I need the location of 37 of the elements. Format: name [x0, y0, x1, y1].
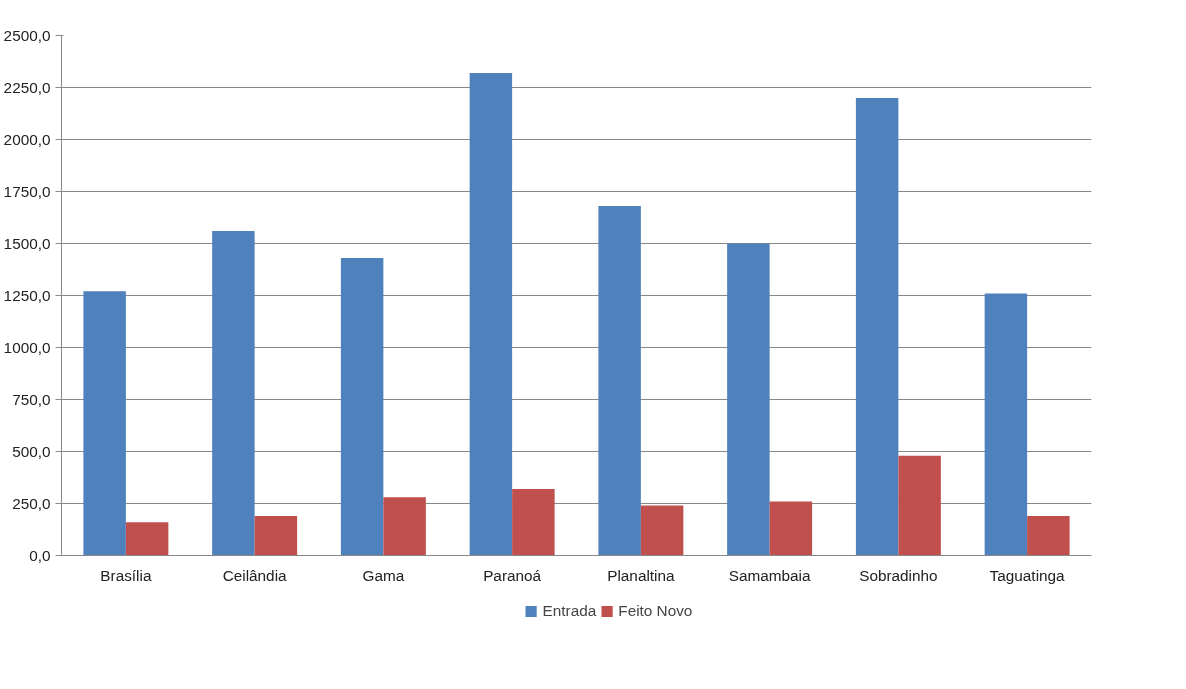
bar [598, 206, 641, 556]
bar [512, 488, 555, 556]
bar [984, 293, 1028, 556]
y-tick-label: 750,0 [12, 390, 51, 408]
x-tick-label: Taguatinga [989, 566, 1066, 584]
y-tick-label: 1000,0 [3, 338, 51, 356]
x-tick-label: Planaltina [607, 566, 676, 584]
x-tick-label: Ceilândia [222, 566, 288, 584]
x-tick-label: Brasília [100, 566, 152, 584]
y-tick-label: 2500,0 [3, 26, 51, 44]
bar [640, 505, 684, 556]
bar [212, 231, 255, 556]
bar [340, 258, 384, 556]
bar [727, 243, 770, 556]
x-tick-label: Samambaia [728, 566, 811, 584]
x-tick-label: Paranoá [483, 566, 542, 584]
bar [898, 455, 941, 556]
bar [254, 515, 298, 556]
y-tick-label: 1750,0 [3, 182, 51, 200]
x-tick-label: Sobradinho [859, 566, 938, 584]
y-tick-label: 2000,0 [3, 130, 51, 148]
y-tick-label: 1500,0 [3, 234, 51, 252]
y-tick-label: 250,0 [12, 494, 51, 512]
y-tick-label: 2250,0 [3, 78, 51, 96]
bar [125, 522, 169, 556]
y-tick-label: 1250,0 [3, 286, 51, 304]
bar [469, 72, 513, 556]
bar [1027, 515, 1070, 556]
legend-label: Feito Novo [618, 602, 693, 620]
bar [769, 501, 813, 556]
legend-label: Entrada [542, 602, 597, 620]
bar [855, 97, 899, 556]
y-tick-label: 0,0 [29, 546, 51, 564]
bar [83, 291, 126, 556]
x-tick-label: Gama [362, 566, 405, 584]
y-tick-label: 500,0 [12, 442, 51, 460]
bar [383, 497, 426, 556]
